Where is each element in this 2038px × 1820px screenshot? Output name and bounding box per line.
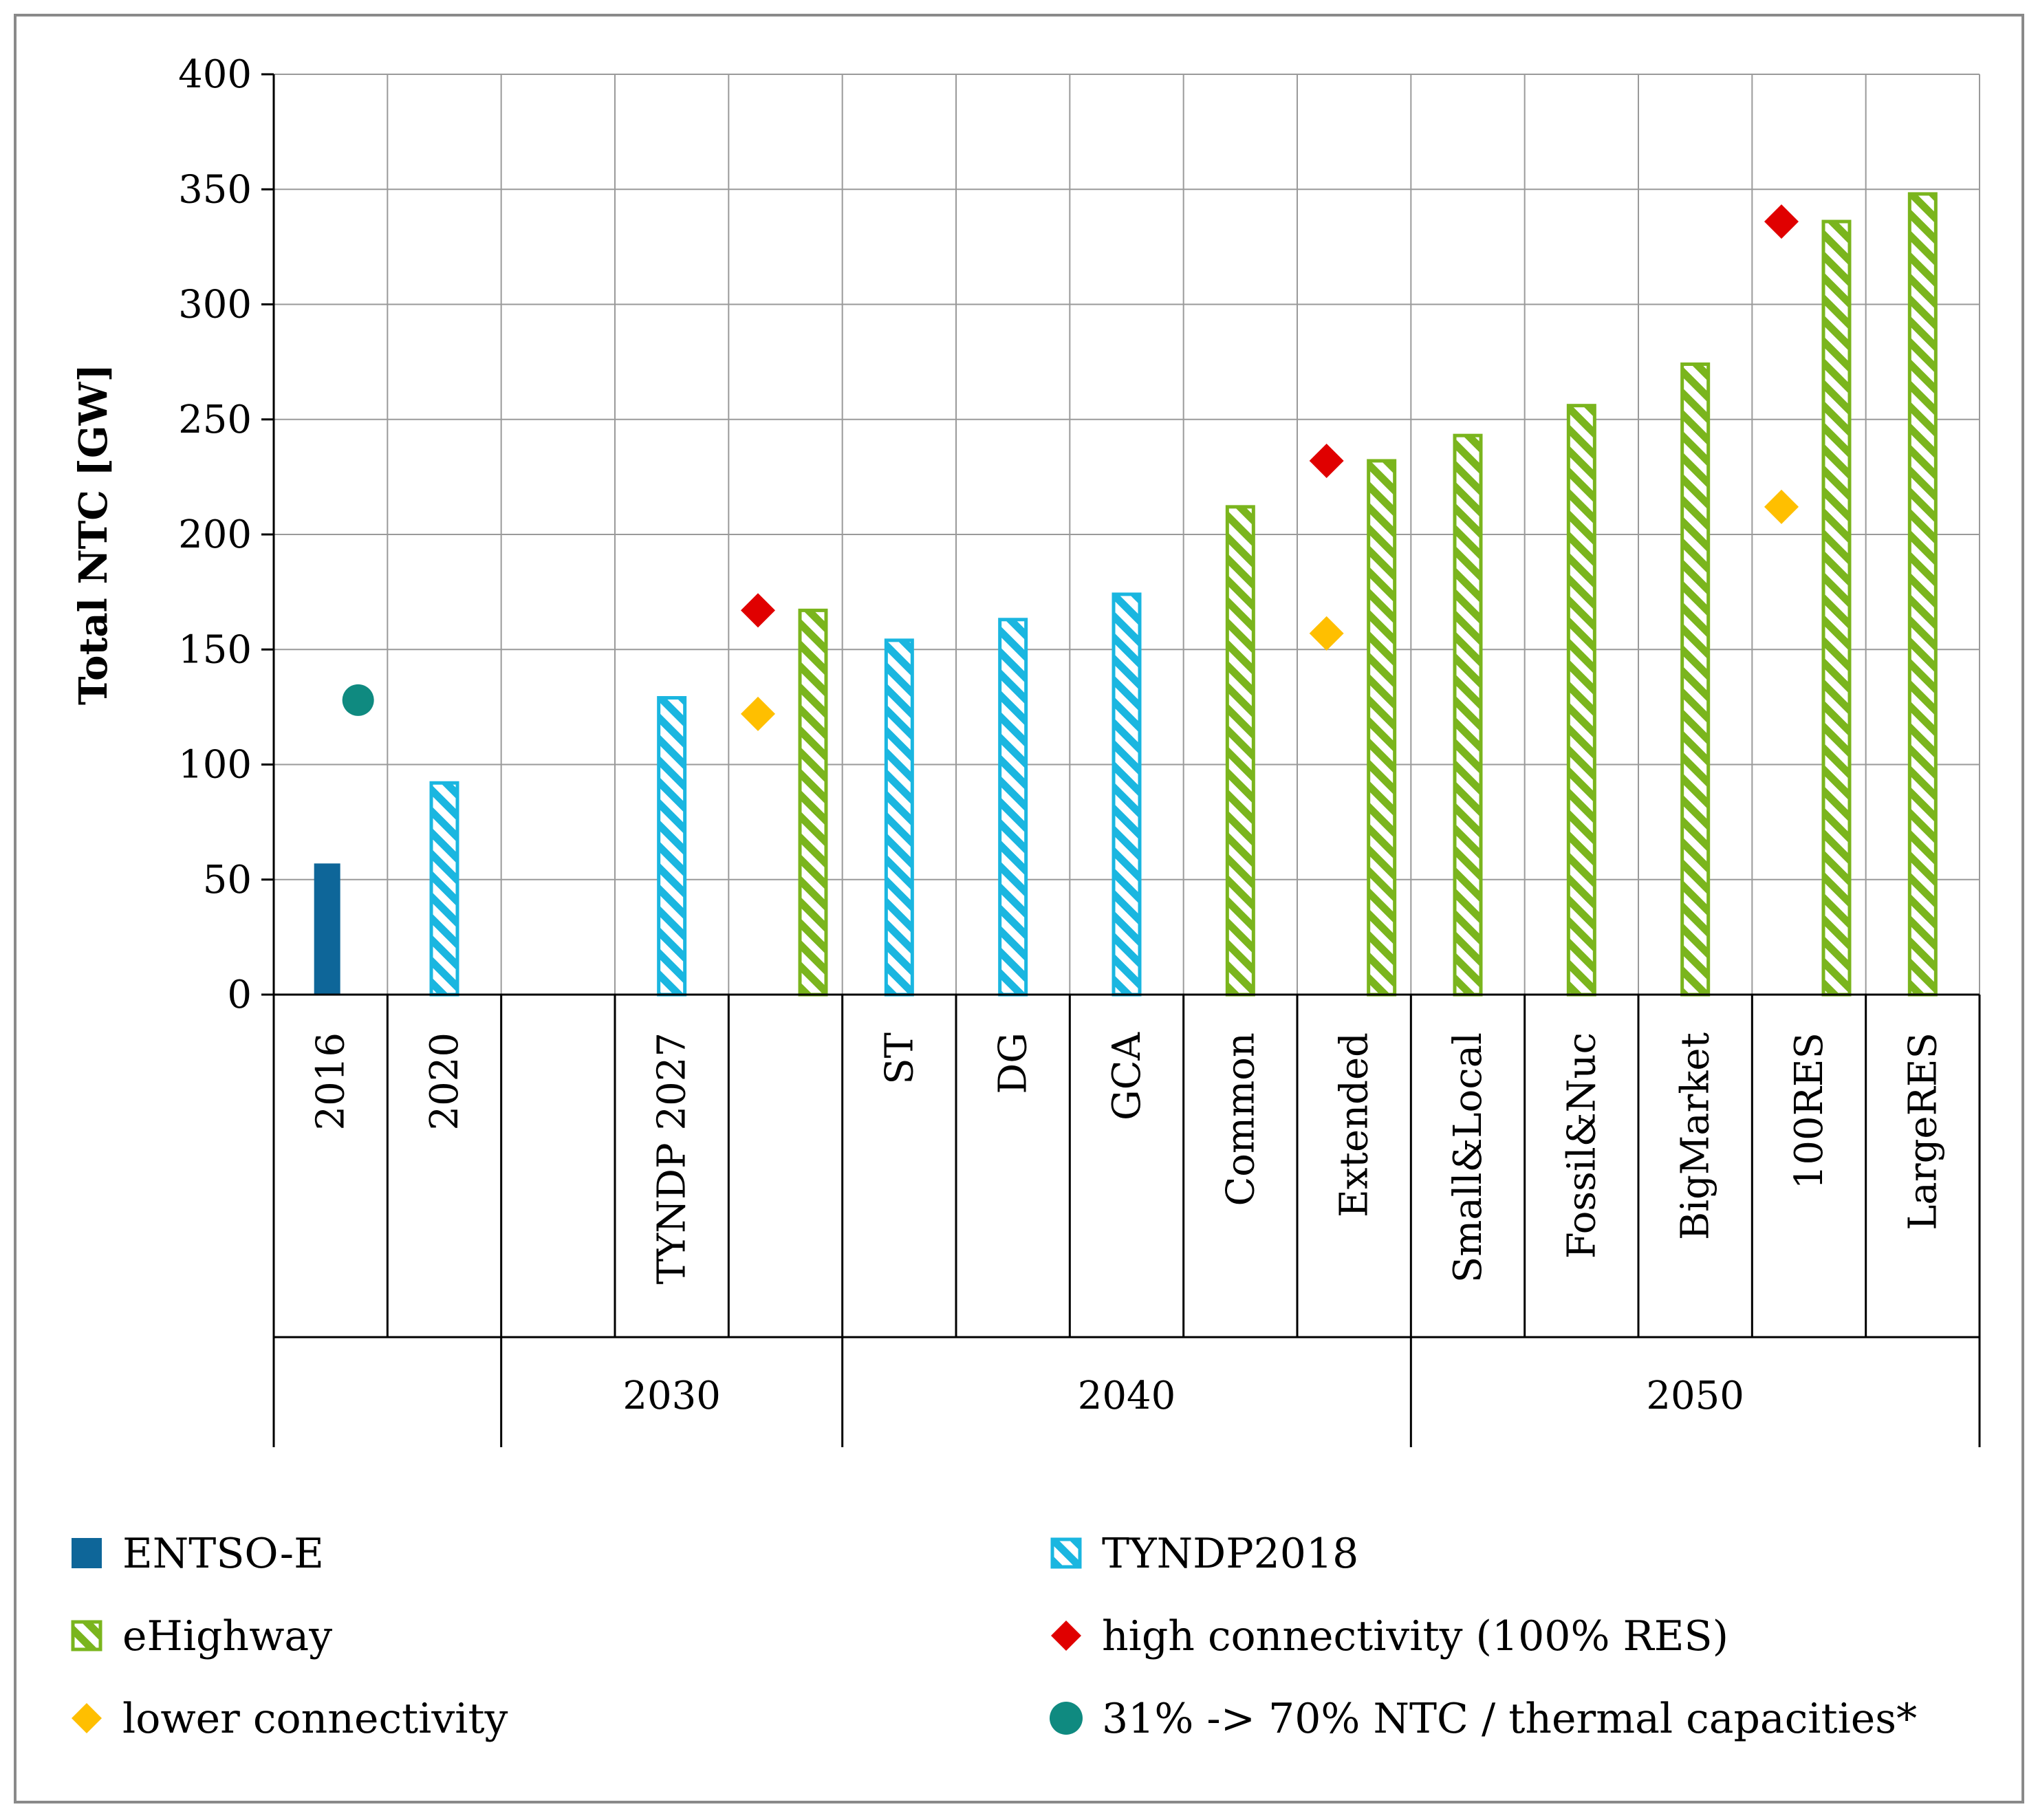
x-category-label: 2016 [309, 1032, 354, 1131]
bar-ehighway [1680, 362, 1711, 997]
x-category-label: TYNDP 2027 [650, 1032, 695, 1284]
marker-high-connectivity-100-res- [1309, 443, 1344, 478]
x-category-label: 2020 [422, 1032, 467, 1131]
bar-tyndp2018 [1112, 592, 1142, 997]
legend-label: high connectivity (100% RES) [1102, 1612, 1728, 1660]
x-group-label: 2050 [1646, 1374, 1744, 1418]
legend-icon-31-70-ntc-thermal-capacities- [1050, 1702, 1083, 1735]
y-tick-label: 250 [178, 398, 252, 442]
marker-high-connectivity-100-res- [1764, 204, 1799, 239]
marker-lower-connectivity [741, 696, 775, 731]
outer-border [14, 14, 2024, 1803]
legend-icon-entso-e [72, 1538, 102, 1568]
y-tick-label: 0 [227, 973, 252, 1017]
bar-ehighway [1367, 459, 1397, 997]
marker-high-connectivity-100-res- [741, 593, 775, 628]
y-tick-label: 50 [203, 858, 252, 902]
bar-ehighway [798, 608, 828, 997]
legend-label: eHighway [122, 1612, 332, 1660]
y-tick-label: 350 [178, 167, 252, 212]
y-tick-label: 400 [178, 52, 252, 97]
bar-ehighway [1453, 433, 1483, 997]
x-category-label: DG [991, 1032, 1036, 1094]
x-category-label: LargeRES [1900, 1032, 1945, 1231]
legend-icon-ehighway [71, 1620, 102, 1651]
marker-lower-connectivity [1309, 616, 1344, 651]
legend-icon-lower-connectivity [72, 1703, 102, 1733]
x-category-label: Fossil&Nuc [1559, 1032, 1604, 1259]
x-category-label: Small&Local [1446, 1032, 1490, 1283]
x-category-label: Extended [1332, 1032, 1377, 1217]
legend-label: ENTSO-E [122, 1530, 324, 1578]
x-group-label: 2040 [1078, 1374, 1176, 1418]
x-category-label: BigMarket [1673, 1032, 1718, 1240]
bar-tyndp2018 [998, 618, 1028, 997]
legend-label: TYNDP2018 [1102, 1530, 1358, 1578]
marker-lower-connectivity [1764, 489, 1799, 524]
legend-label: 31% -> 70% NTC / thermal capacities* [1102, 1695, 1917, 1743]
legend-label: lower connectivity [122, 1695, 508, 1743]
y-tick-label: 300 [178, 283, 252, 327]
y-tick-label: 100 [178, 743, 252, 788]
bar-tyndp2018 [884, 638, 914, 997]
marker-31-70-ntc-thermal-capacities- [342, 684, 374, 716]
x-category-label: GCA [1105, 1032, 1149, 1120]
bar-ehighway [1225, 505, 1255, 997]
y-tick-label: 150 [178, 627, 252, 672]
y-tick-label: 200 [178, 512, 252, 557]
x-group-label: 2030 [622, 1374, 721, 1418]
bar-ehighway [1821, 219, 1852, 997]
x-category-label: 100RES [1787, 1032, 1832, 1189]
x-category-label: Common [1218, 1032, 1263, 1206]
legend-icon-high-connectivity-100-res- [1051, 1621, 1081, 1651]
legend-icon-tyndp2018 [1050, 1537, 1082, 1569]
bar-tyndp2018 [657, 695, 687, 997]
bar-ehighway [1907, 192, 1938, 997]
bar-tyndp2018 [429, 781, 459, 997]
x-category-label: ST [877, 1032, 922, 1085]
bar-entso-e [314, 863, 340, 995]
y-axis-title: Total NTC [GW] [71, 364, 116, 705]
bar-ehighway [1566, 404, 1596, 997]
